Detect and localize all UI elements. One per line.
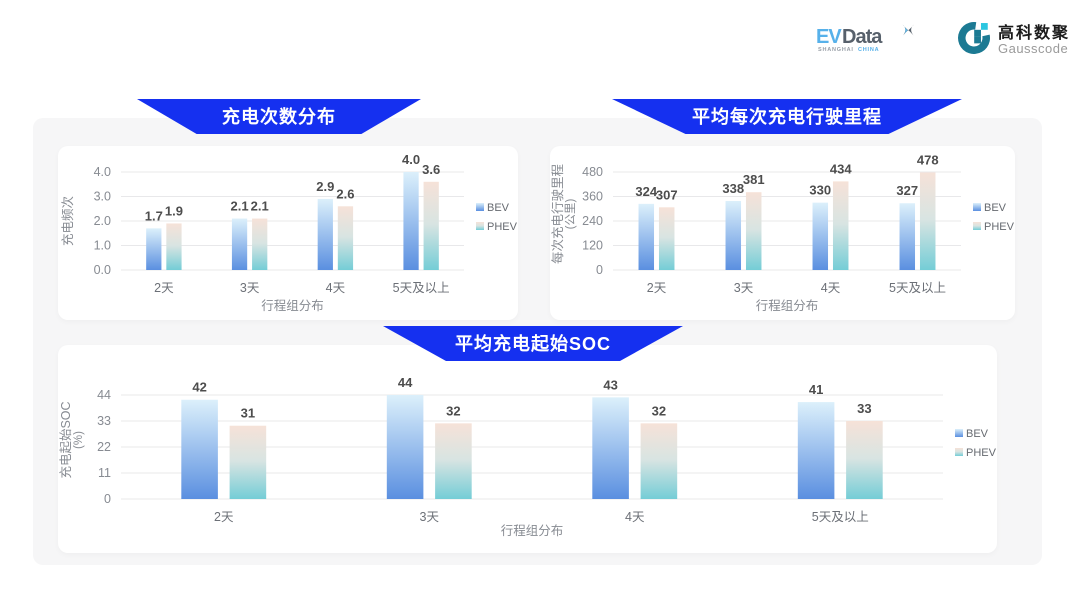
svg-text:行程组分布: 行程组分布 (261, 298, 324, 313)
svg-text:480: 480 (582, 165, 603, 179)
svg-text:4天: 4天 (326, 281, 346, 295)
svg-text:11: 11 (98, 466, 111, 480)
svg-text:3天: 3天 (420, 510, 440, 524)
svg-text:BEV: BEV (966, 428, 989, 440)
svg-text:2天: 2天 (214, 510, 234, 524)
svg-text:PHEV: PHEV (966, 447, 997, 459)
svg-text:240: 240 (582, 214, 603, 228)
svg-text:33: 33 (97, 414, 111, 428)
svg-text:EV: EV (816, 26, 842, 48)
svg-text:338: 338 (722, 181, 744, 196)
svg-text:4.0: 4.0 (402, 152, 420, 167)
svg-text:32: 32 (446, 403, 460, 418)
svg-text:2.1: 2.1 (251, 199, 269, 214)
svg-text:44: 44 (97, 388, 111, 402)
svg-text:2天: 2天 (154, 281, 174, 295)
svg-text:4.0: 4.0 (94, 165, 111, 179)
svg-text:41: 41 (809, 382, 823, 397)
svg-text:327: 327 (896, 183, 918, 198)
svg-text:478: 478 (917, 152, 939, 167)
svg-text:0: 0 (104, 492, 111, 506)
svg-text:Data: Data (842, 26, 883, 48)
svg-text:22: 22 (97, 440, 111, 454)
svg-text:33: 33 (857, 401, 871, 416)
svg-text:3.6: 3.6 (422, 162, 440, 177)
svg-text:行程组分布: 行程组分布 (501, 523, 564, 538)
svg-text:360: 360 (582, 190, 603, 204)
svg-text:324: 324 (635, 184, 657, 199)
svg-text:BEV: BEV (984, 202, 1007, 214)
svg-text:0.0: 0.0 (94, 263, 111, 277)
svg-text:2.9: 2.9 (316, 179, 334, 194)
svg-text:5天及以上: 5天及以上 (812, 510, 869, 524)
svg-text:SHANGHAI: SHANGHAI (818, 47, 854, 53)
svg-text:1.7: 1.7 (145, 208, 163, 223)
svg-text:(%): (%) (73, 431, 85, 449)
svg-text:PHEV: PHEV (984, 221, 1015, 233)
svg-text:44: 44 (398, 375, 413, 390)
svg-text:4天: 4天 (625, 510, 645, 524)
svg-text:0: 0 (596, 263, 603, 277)
svg-text:充电频次: 充电频次 (60, 196, 75, 246)
svg-text:31: 31 (241, 406, 255, 421)
svg-text:BEV: BEV (487, 202, 510, 214)
svg-text:120: 120 (582, 239, 603, 253)
svg-text:3.0: 3.0 (94, 190, 111, 204)
svg-text:5天及以上: 5天及以上 (889, 281, 946, 295)
svg-text:2.0: 2.0 (94, 214, 111, 228)
svg-text:充电起始SOC: 充电起始SOC (58, 401, 73, 478)
svg-text:4天: 4天 (821, 281, 841, 295)
svg-text:2.1: 2.1 (231, 199, 249, 214)
svg-text:CHINA: CHINA (858, 47, 879, 53)
svg-text:32: 32 (652, 403, 666, 418)
svg-text:(公里): (公里) (564, 199, 577, 230)
svg-text:1.9: 1.9 (165, 203, 183, 218)
svg-text:每次充电行驶里程: 每次充电行驶里程 (550, 164, 565, 265)
svg-text:307: 307 (656, 187, 678, 202)
svg-text:PHEV: PHEV (487, 221, 518, 233)
svg-text:5天及以上: 5天及以上 (393, 281, 450, 295)
svg-text:330: 330 (809, 183, 831, 198)
svg-text:381: 381 (743, 172, 765, 187)
svg-text:2.6: 2.6 (336, 186, 354, 201)
svg-text:2天: 2天 (647, 281, 667, 295)
svg-text:1.0: 1.0 (94, 239, 111, 253)
svg-text:3天: 3天 (240, 281, 260, 295)
svg-text:3天: 3天 (734, 281, 754, 295)
svg-text:43: 43 (603, 377, 617, 392)
svg-text:行程组分布: 行程组分布 (756, 298, 819, 313)
svg-text:434: 434 (830, 161, 852, 176)
svg-text:42: 42 (192, 380, 206, 395)
